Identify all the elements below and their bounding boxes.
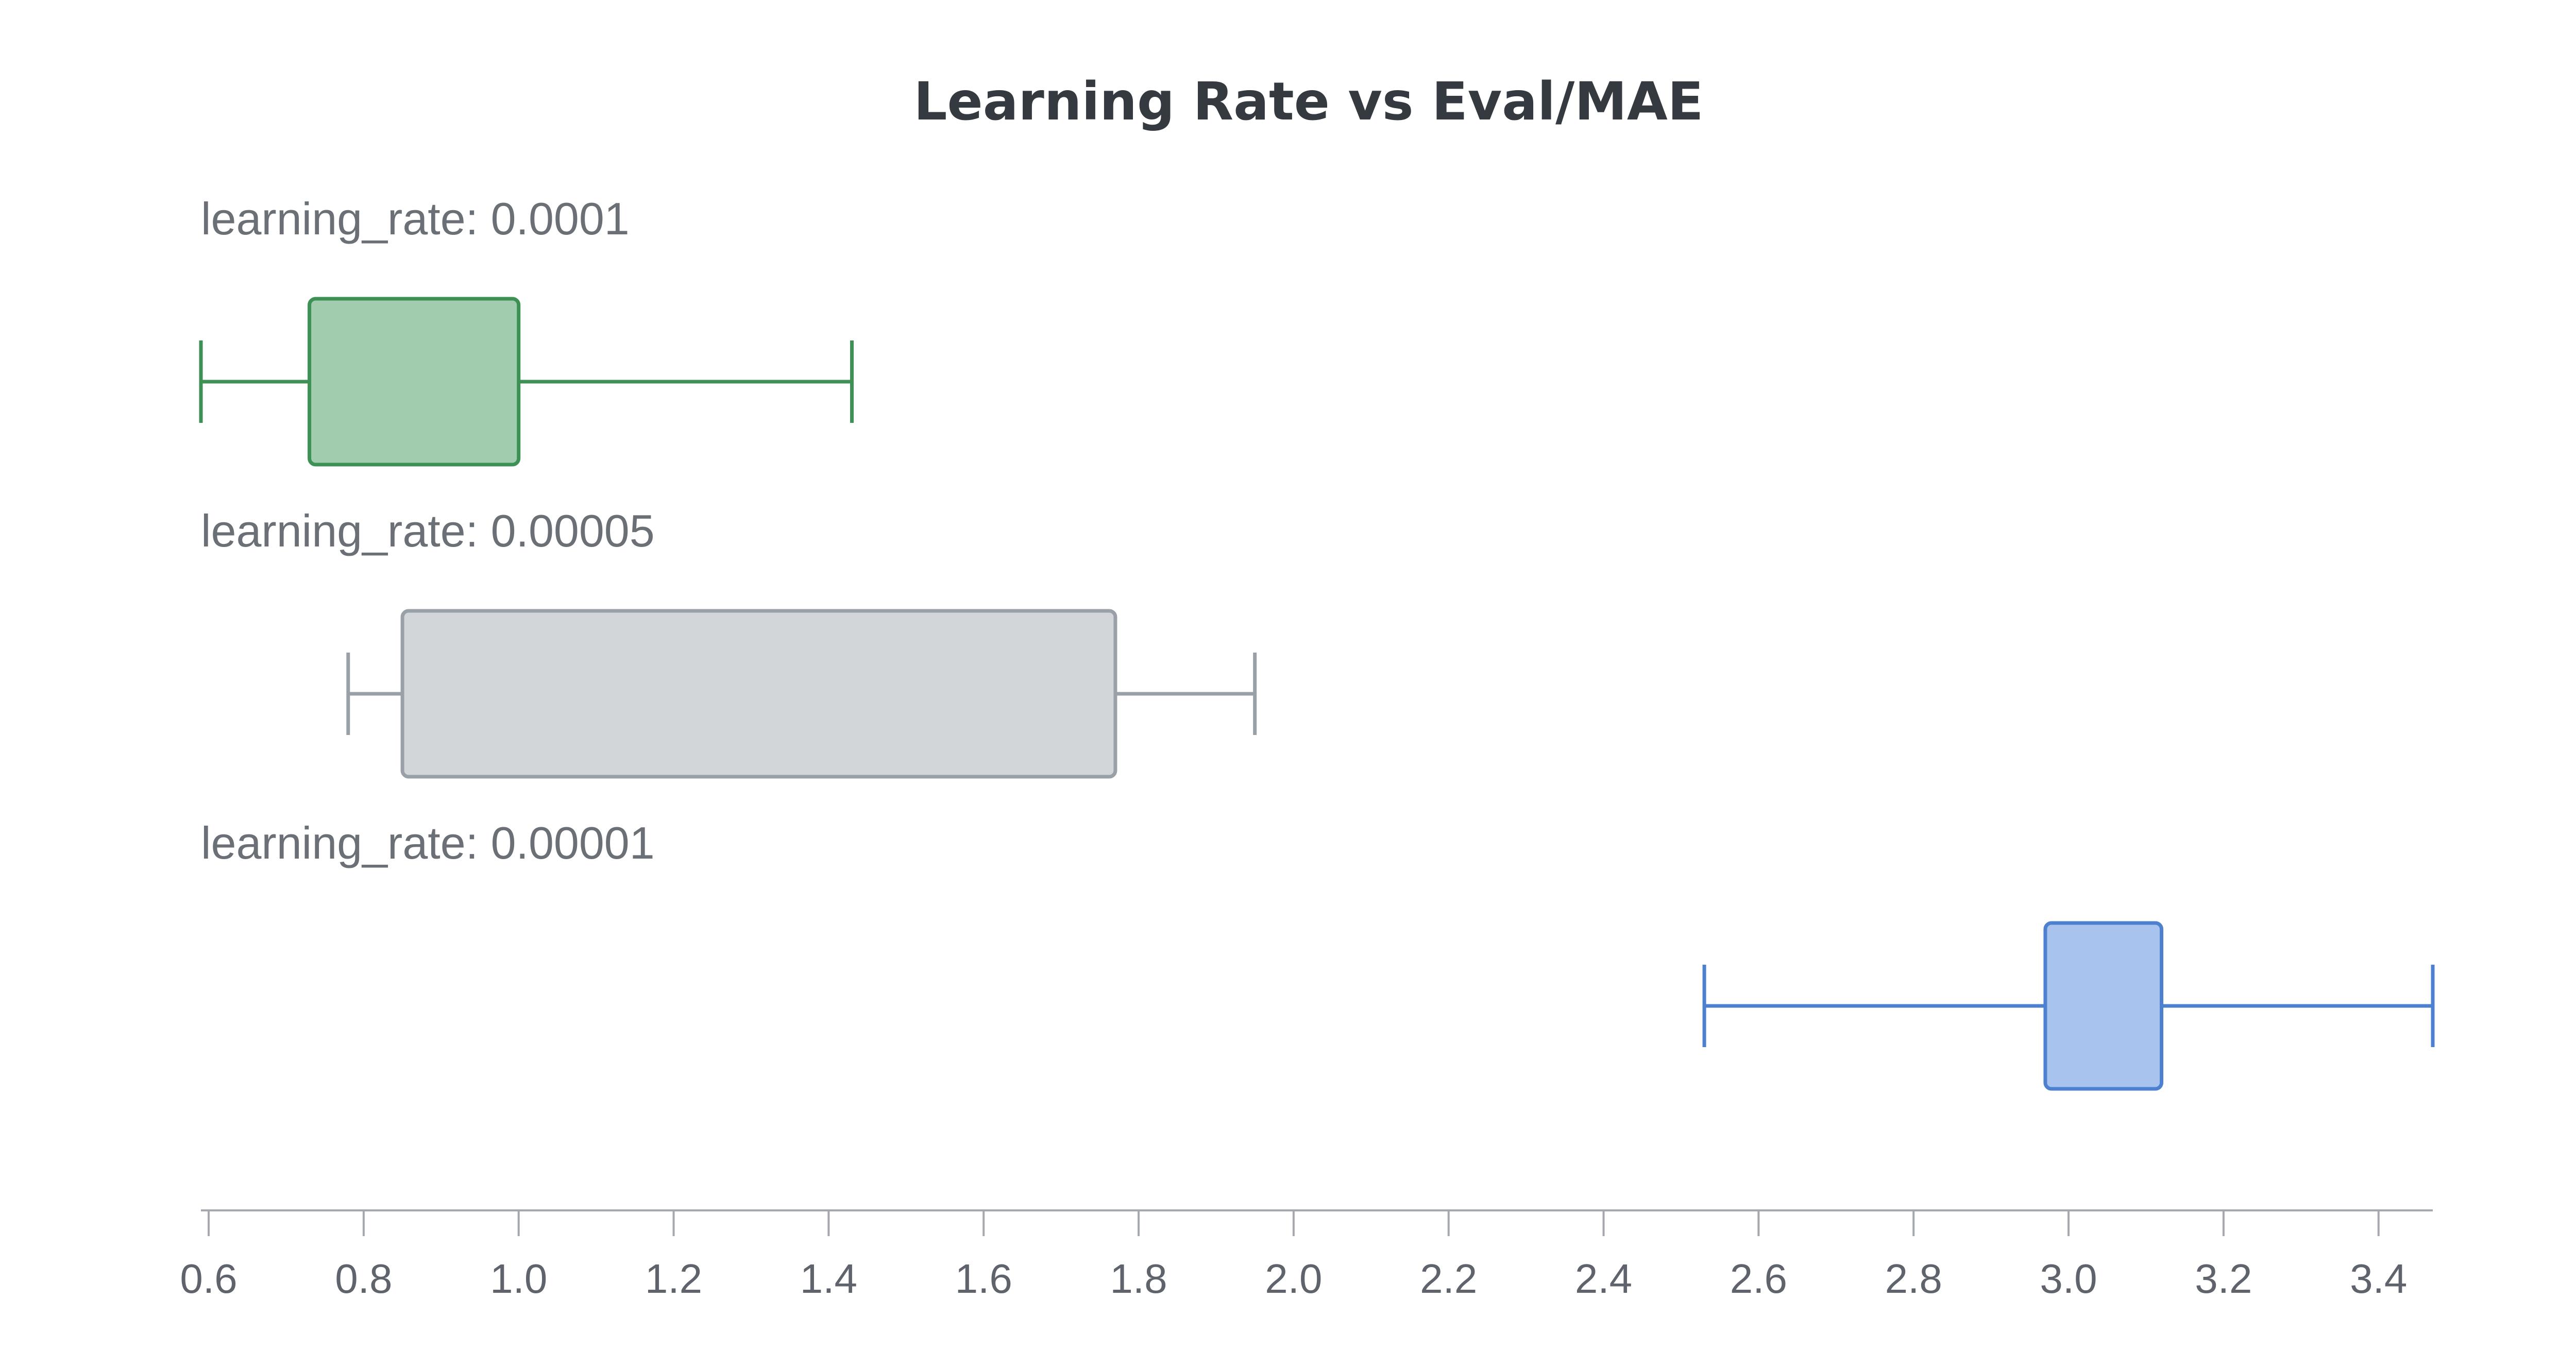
x-tick-label: 2.2 xyxy=(1420,1256,1477,1302)
x-tick-label: 1.8 xyxy=(1110,1256,1167,1302)
group-label: learning_rate: 0.00001 xyxy=(201,817,655,868)
x-tick-label: 1.0 xyxy=(490,1256,547,1302)
x-tick-label: 3.4 xyxy=(2350,1256,2407,1302)
box-groups: learning_rate: 0.0001 learning_rate: 0.00… xyxy=(199,193,2435,1091)
box xyxy=(2043,921,2164,1091)
x-tick-label: 2.8 xyxy=(1885,1256,1942,1302)
box-group: learning_rate: 0.00001 xyxy=(201,817,2435,1091)
box xyxy=(400,609,1117,779)
group-label: learning_rate: 0.00005 xyxy=(201,505,655,556)
box-group: learning_rate: 0.0001 xyxy=(199,193,854,467)
x-tick-label: 2.0 xyxy=(1265,1256,1322,1302)
group-label: learning_rate: 0.0001 xyxy=(201,193,630,244)
x-tick-label: 3.0 xyxy=(2040,1256,2097,1302)
x-tick-label: 2.4 xyxy=(1575,1256,1632,1302)
box xyxy=(308,297,521,467)
x-tick-label: 2.6 xyxy=(1730,1256,1787,1302)
x-axis: 0.6 0.8 1.0 1.2 1.4 1.6 1.8 2.0 2.2 2.4 2.6 2.8 3.0 3… xyxy=(180,1209,2433,1302)
x-tick-label: 1.4 xyxy=(800,1256,857,1302)
x-tick-label: 0.6 xyxy=(180,1256,237,1302)
x-tick-label: 3.2 xyxy=(2195,1256,2252,1302)
x-tick-label: 1.2 xyxy=(645,1256,702,1302)
x-tick-label: 1.6 xyxy=(955,1256,1012,1302)
chart-title: Learning Rate vs Eval/MAE xyxy=(914,71,1704,132)
x-tick-label: 0.8 xyxy=(335,1256,392,1302)
box-group: learning_rate: 0.00005 xyxy=(201,505,1257,779)
